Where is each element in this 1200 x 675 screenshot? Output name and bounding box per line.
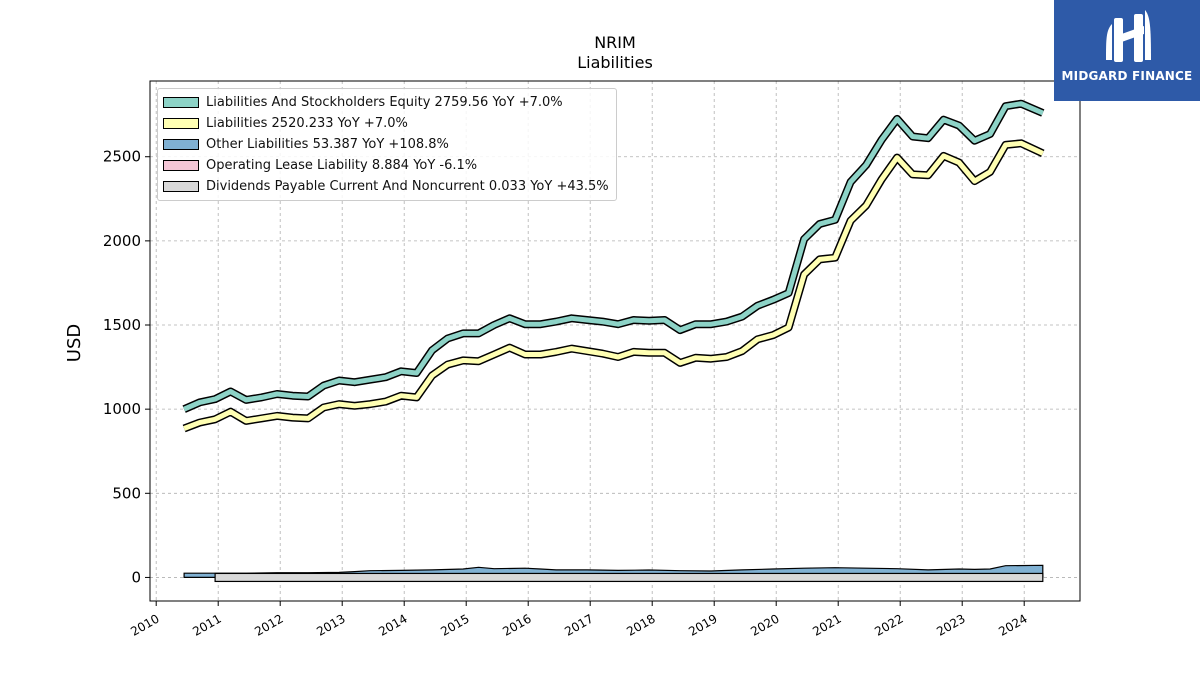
legend-item: Operating Lease Liability 8.884 YoY -6.1… — [163, 155, 609, 176]
line-series — [182, 99, 1045, 583]
x-tick-label: 2016 — [500, 611, 533, 638]
logo-text: MIDGARD FINANCE — [1061, 69, 1193, 83]
x-tick-label: 2017 — [562, 611, 595, 638]
legend-item: Liabilities And Stockholders Equity 2759… — [163, 92, 609, 113]
plot-frame — [149, 80, 1081, 602]
chart-subtitle: Liabilities — [577, 53, 653, 72]
x-tick-label: 2021 — [810, 611, 843, 638]
legend-label: Liabilities 2520.233 YoY +7.0% — [206, 116, 408, 131]
x-tick-label: 2024 — [996, 611, 1029, 638]
y-tick-label: 500 — [112, 484, 141, 502]
brand-logo: MIDGARD FINANCE — [1054, 0, 1200, 101]
x-tick-label: 2014 — [376, 611, 409, 638]
x-tick-label: 2023 — [934, 611, 967, 638]
legend-swatch — [163, 97, 199, 108]
y-tick-label: 2000 — [103, 232, 141, 250]
legend-label: Operating Lease Liability 8.884 YoY -6.1… — [206, 158, 478, 173]
x-tick-label: 2010 — [128, 611, 161, 638]
x-tick-label: 2012 — [252, 611, 285, 638]
y-tick-label: 1500 — [103, 316, 141, 334]
legend-swatch — [163, 160, 199, 171]
legend-swatch — [163, 181, 199, 192]
legend-item: Liabilities 2520.233 YoY +7.0% — [163, 113, 609, 134]
legend-item: Other Liabilities 53.387 YoY +108.8% — [163, 134, 609, 155]
y-tick-label: 1000 — [103, 400, 141, 418]
x-tick-label: 2013 — [314, 611, 347, 638]
x-tick-label: 2018 — [624, 611, 657, 638]
x-tick-label: 2022 — [872, 611, 905, 638]
legend-item: Dividends Payable Current And Noncurrent… — [163, 176, 609, 197]
y-tick-label: 0 — [131, 568, 141, 586]
y-axis: 0 500 1000 1500 2000 2500 — [103, 148, 150, 586]
logo-mark-icon — [1106, 10, 1151, 62]
x-tick-label: 2015 — [438, 611, 471, 638]
legend: Liabilities And Stockholders Equity 2759… — [157, 88, 617, 201]
y-tick-label: 2500 — [103, 148, 141, 166]
legend-label: Other Liabilities 53.387 YoY +108.8% — [206, 137, 449, 152]
legend-swatch — [163, 139, 199, 150]
x-tick-label: 2011 — [190, 611, 223, 638]
series-liabilities — [183, 140, 1044, 431]
legend-label: Dividends Payable Current And Noncurrent… — [206, 179, 609, 194]
legend-label: Liabilities And Stockholders Equity 2759… — [206, 95, 563, 110]
series-liabilities-and-stockholders-equity — [183, 101, 1044, 412]
series-dividends-payable-current-and-noncurrent — [214, 572, 1044, 583]
x-axis: 2010 2011 2012 2013 2014 2015 2016 2017 2018 2019… — [128, 601, 1030, 639]
legend-swatch — [163, 118, 199, 129]
x-tick-label: 2019 — [686, 611, 719, 638]
chart-title: NRIM — [594, 33, 636, 52]
y-axis-label: USD — [64, 324, 85, 362]
x-tick-label: 2020 — [748, 611, 781, 638]
